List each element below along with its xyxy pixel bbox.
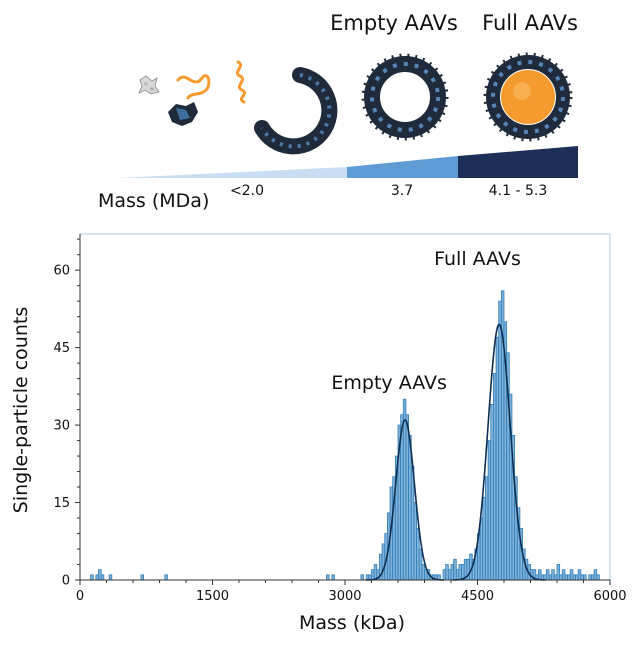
empty-aavs-header: Empty AAVs	[330, 11, 458, 35]
x-tick-label: 1500	[196, 589, 229, 604]
wedge-dark-segment	[458, 146, 578, 178]
wedge-light-segment	[118, 167, 347, 178]
x-tick-label: 4500	[461, 589, 494, 604]
full-aavs-header: Full AAVs	[482, 11, 578, 35]
fit-curve-full	[452, 323, 546, 581]
gaussian-fits	[366, 323, 546, 581]
y-tick-label: 30	[53, 419, 70, 434]
fit-curve-empty	[366, 419, 444, 581]
histogram-bar	[100, 574, 105, 581]
wedge-label-mid: 3.7	[391, 183, 413, 199]
histogram-bar	[360, 574, 364, 581]
x-tick-label: 3000	[328, 589, 361, 604]
y-tick-label: 45	[53, 341, 70, 356]
y-tick-label: 0	[62, 574, 70, 589]
y-tick-label: 15	[53, 496, 70, 511]
histogram-bar	[326, 574, 330, 581]
full-capsid-icon	[483, 52, 573, 142]
histogram-chart: 0 1500 3000 4500 6000 0 15 30 45 60 Single-partic…	[10, 233, 627, 634]
histogram-bar	[90, 574, 94, 581]
axes: 0 1500 3000 4500 6000 0 15 30 45 60	[53, 234, 627, 604]
histogram-bar	[140, 574, 144, 581]
histogram-bar	[583, 574, 587, 581]
histogram-bar	[331, 574, 335, 581]
wedge-label-high: 4.1 - 5.3	[489, 183, 547, 199]
histogram-bar	[108, 574, 113, 581]
capsid-subunit-icon	[168, 74, 211, 126]
plot-frame	[79, 233, 611, 581]
partial-capsid-icon	[254, 67, 338, 155]
x-axis-title: Mass (kDa)	[299, 612, 405, 634]
empty-capsid-icon	[361, 53, 449, 141]
histogram-bar	[164, 574, 168, 581]
mass-mda-label: Mass (MDa)	[98, 190, 209, 212]
x-tick-label: 0	[76, 589, 84, 604]
protein-fragment-icon	[138, 75, 160, 95]
y-tick-label: 60	[53, 264, 70, 279]
annotation-full-aavs: Full AAVs	[434, 248, 521, 270]
mass-wedge	[118, 146, 578, 178]
x-tick-label: 6000	[593, 589, 626, 604]
histogram-bar	[596, 574, 600, 581]
wedge-mid-segment	[347, 156, 458, 178]
histogram-bars	[90, 290, 600, 581]
annotation-empty-aavs: Empty AAVs	[331, 372, 447, 394]
wedge-label-low: <2.0	[230, 183, 264, 199]
illustration-panel: Empty AAVs Full AAVs	[98, 11, 578, 212]
y-axis-title: Single-particle counts	[10, 307, 32, 513]
dna-strand-icon	[235, 60, 247, 104]
